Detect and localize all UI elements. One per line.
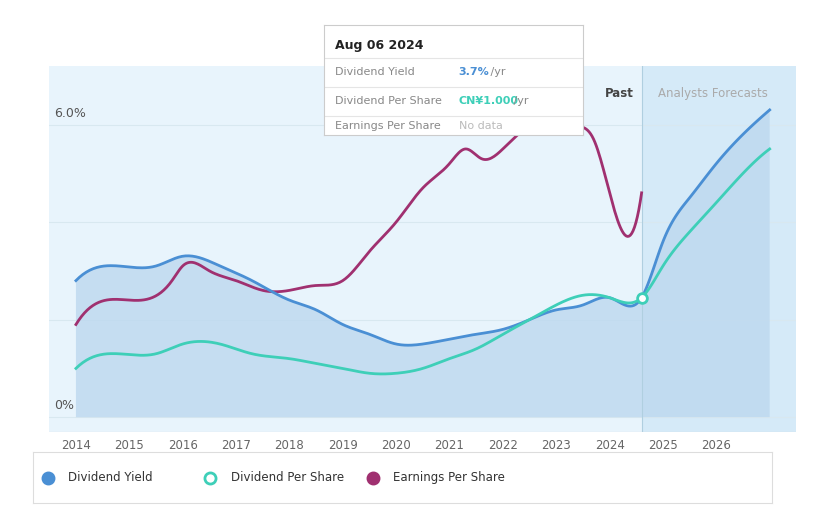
Text: Earnings Per Share: Earnings Per Share: [393, 471, 505, 484]
Text: Analysts Forecasts: Analysts Forecasts: [658, 87, 768, 100]
Text: Past: Past: [605, 87, 634, 100]
Bar: [641, 66, 796, 432]
Text: 3.7%: 3.7%: [459, 68, 489, 77]
Text: Dividend Yield: Dividend Yield: [335, 68, 415, 77]
Text: 6.0%: 6.0%: [54, 107, 86, 120]
Text: Dividend Per Share: Dividend Per Share: [335, 96, 442, 106]
Text: /yr: /yr: [487, 68, 506, 77]
Text: 0%: 0%: [54, 399, 75, 412]
Text: /yr: /yr: [511, 96, 529, 106]
Text: No data: No data: [459, 121, 502, 131]
Text: Dividend Yield: Dividend Yield: [68, 471, 153, 484]
Text: Dividend Per Share: Dividend Per Share: [231, 471, 344, 484]
Text: CN¥1.000: CN¥1.000: [459, 96, 519, 106]
Text: Earnings Per Share: Earnings Per Share: [335, 121, 440, 131]
Text: Aug 06 2024: Aug 06 2024: [335, 39, 423, 51]
